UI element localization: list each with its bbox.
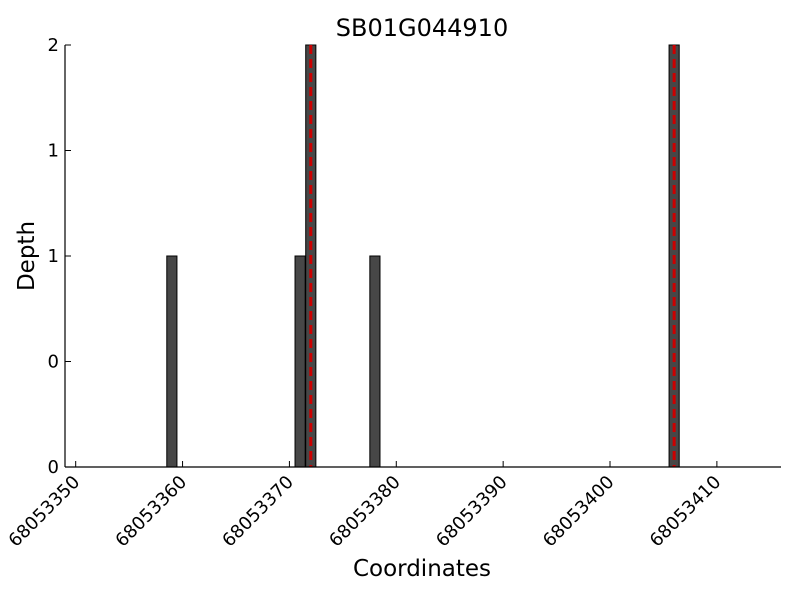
x-tick-label: 68053410 <box>646 472 726 552</box>
y-tick-label: 0 <box>48 457 59 478</box>
x-tick-label: 68053350 <box>5 472 85 552</box>
bar <box>369 255 381 468</box>
x-tick-label: 68053400 <box>539 472 619 552</box>
y-ticks: 0 0 1 1 2 <box>48 35 71 478</box>
y-tick-label: 1 <box>48 246 59 267</box>
y-tick-label: 0 <box>48 352 59 373</box>
x-tick-label: 68053380 <box>325 472 405 552</box>
y-tick-label: 2 <box>48 35 59 56</box>
x-tick-label: 68053370 <box>218 472 298 552</box>
markers-group <box>309 45 676 467</box>
y-axis-label: Depth <box>14 221 40 291</box>
bar <box>294 255 306 468</box>
bars-group <box>166 44 680 468</box>
chart-title: SB01G044910 <box>336 14 508 42</box>
y-tick-label: 1 <box>48 141 59 162</box>
x-ticks: 68053350 68053360 68053370 68053380 68053390… <box>5 461 726 552</box>
x-tick-label: 68053360 <box>111 472 191 552</box>
x-axis-label: Coordinates <box>353 556 491 582</box>
x-tick-label: 68053390 <box>432 472 512 552</box>
bar <box>166 255 178 468</box>
